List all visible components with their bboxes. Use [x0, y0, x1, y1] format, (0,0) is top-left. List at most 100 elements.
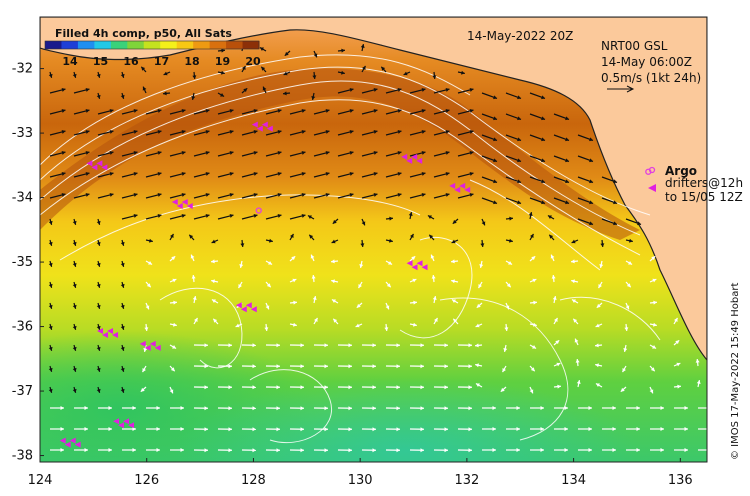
current-arrow-head — [445, 129, 450, 134]
current-arrow-head — [300, 385, 304, 390]
current-arrow-head — [96, 304, 101, 309]
current-arrow-head — [48, 346, 53, 351]
current-arrow-head — [277, 150, 282, 155]
drifter-marker — [113, 418, 120, 425]
colorbar-tick-label: 18 — [184, 55, 199, 68]
current-arrow-head — [421, 171, 426, 176]
current-arrow-head — [60, 406, 64, 410]
colorbar-title: Filled 4h comp, p50, All Sats — [55, 27, 232, 40]
current-arrow-head — [192, 75, 197, 79]
current-arrow-head — [277, 108, 282, 113]
colorbar-swatch — [94, 41, 112, 49]
current-arrow-head — [613, 179, 618, 184]
current-arrow-head — [61, 87, 66, 92]
current-arrow-head — [266, 283, 271, 288]
streamlines — [40, 54, 661, 444]
current-arrow-head — [96, 367, 101, 372]
current-arrow-head — [194, 317, 198, 322]
current-arrow-head — [61, 150, 66, 155]
x-axis-ticks: 124 126 128 130 132 134 136 — [28, 458, 693, 488]
current-arrow-head — [277, 129, 282, 134]
current-arrow-head — [444, 343, 448, 348]
current-arrow-head — [48, 220, 53, 225]
current-arrow-head — [386, 283, 391, 288]
current-arrow-head — [311, 275, 316, 279]
current-arrow-head — [284, 51, 289, 56]
current-arrow-head — [420, 448, 424, 453]
current-arrow-head — [504, 327, 509, 331]
current-arrow-head — [300, 364, 304, 369]
current-arrow-head — [349, 171, 354, 176]
current-arrow-head — [475, 343, 479, 348]
current-arrow-head — [96, 346, 101, 351]
current-arrow-head — [492, 406, 496, 410]
current-arrow-head — [144, 327, 149, 331]
current-arrow-head — [505, 305, 510, 310]
current-arrow-head — [348, 406, 352, 411]
current-arrow-head — [84, 427, 88, 431]
drifter-marker — [181, 199, 188, 206]
current-arrow-head — [325, 171, 330, 176]
current-arrow-head — [108, 427, 112, 431]
current-arrow-head — [253, 192, 258, 197]
current-arrow-head — [493, 137, 498, 142]
current-arrow-head — [397, 192, 402, 197]
current-arrow-head — [598, 284, 602, 289]
current-arrow-head — [547, 215, 552, 219]
colorbar-swatches — [44, 40, 260, 50]
current-arrow-head — [205, 213, 210, 218]
current-arrow-head — [625, 305, 630, 310]
drifter-marker — [245, 302, 252, 309]
current-arrow-head — [589, 137, 594, 142]
current-arrow-head — [517, 200, 522, 205]
current-arrow-head — [301, 129, 306, 134]
current-arrow-head — [476, 303, 481, 308]
current-arrow-head — [133, 129, 138, 134]
current-arrow-head — [373, 87, 378, 92]
current-arrow-head — [204, 448, 208, 453]
current-arrow-head — [192, 296, 197, 300]
current-arrow-head — [589, 200, 594, 205]
current-arrow-head — [132, 406, 136, 410]
current-arrow-head — [396, 427, 400, 432]
current-arrow-head — [709, 427, 713, 431]
current-arrow-head — [500, 387, 505, 392]
current-arrow-head — [235, 323, 240, 328]
current-arrow-head — [696, 380, 701, 384]
current-arrow-head — [157, 150, 162, 155]
y-tick-label: -33 — [12, 126, 33, 141]
current-arrow-head — [421, 129, 426, 134]
current-arrow-head — [84, 406, 88, 410]
current-arrow-head — [133, 171, 138, 176]
current-arrow-head — [96, 73, 101, 78]
current-arrow-head — [389, 238, 393, 243]
current-arrow-head — [277, 213, 282, 218]
current-arrow-head — [411, 256, 416, 261]
current-arrow-head — [325, 192, 330, 197]
map-date: 14-May-2022 20Z — [467, 29, 573, 43]
argo-legend-label: Argo — [665, 164, 697, 178]
current-arrow-head — [469, 192, 474, 197]
drifter-marker — [101, 164, 108, 171]
current-arrow-head — [356, 303, 361, 308]
drifter-marker — [250, 306, 257, 313]
current-arrow-head — [325, 129, 330, 134]
current-arrow-head — [265, 305, 270, 310]
drifter-marker — [96, 160, 103, 167]
current-arrow-head — [238, 284, 242, 289]
current-arrow-head — [205, 171, 210, 176]
current-arrow-head — [276, 427, 280, 432]
current-arrow-head — [204, 364, 208, 369]
current-arrow-head — [120, 367, 125, 372]
current-arrow-head — [650, 367, 655, 372]
current-arrow-head — [574, 338, 579, 343]
current-arrow-head — [550, 254, 555, 259]
current-arrow-head — [412, 278, 417, 283]
colorbar-swatch — [61, 41, 79, 49]
drifter-marker — [411, 153, 418, 160]
current-arrow-head — [349, 192, 354, 197]
current-arrow-head — [451, 259, 455, 264]
current-arrow-head — [313, 53, 318, 58]
drifter-marker — [186, 203, 193, 210]
current-arrow-head — [384, 327, 389, 331]
